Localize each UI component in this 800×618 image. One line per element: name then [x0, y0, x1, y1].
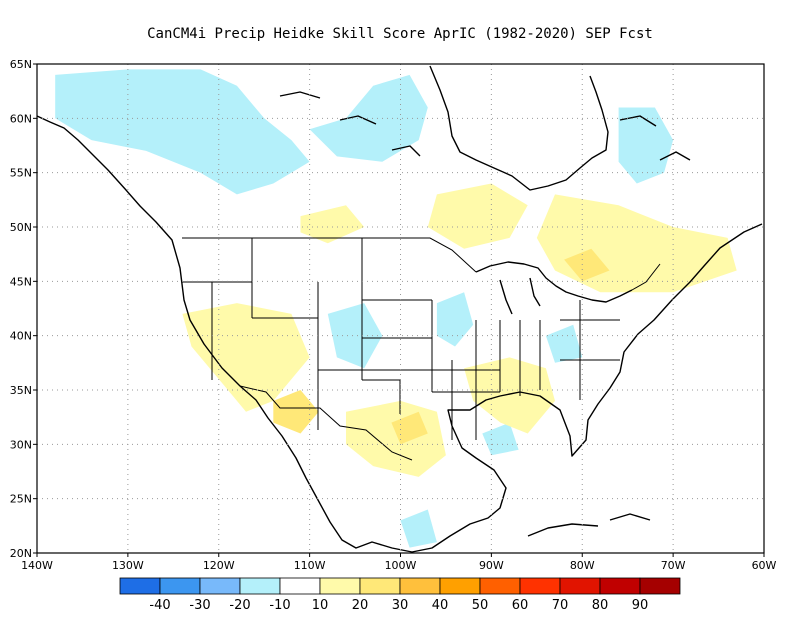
skill-region-13: [182, 303, 310, 412]
colorbar: -40 -30 -20 -10 10 20 30 40 50 60 70 80 90: [119, 577, 681, 613]
lat-tick-label: 65N: [10, 58, 32, 71]
islands-outline: [279, 91, 691, 537]
colorbar-bin: [559, 577, 601, 595]
colorbar-label: 70: [552, 598, 569, 613]
lon-tick-label: 140W: [21, 559, 53, 572]
skill-region-5: [618, 107, 674, 184]
skill-region-7: [327, 303, 383, 369]
colorbar-bin: [159, 577, 201, 595]
coastlines: [36, 65, 763, 553]
lon-tick-label: 110W: [294, 559, 326, 572]
skill-region-17: [273, 390, 319, 434]
skill-region-15: [464, 357, 555, 434]
colorbar-bin: [479, 577, 521, 595]
lat-lon-grid: [37, 64, 764, 553]
lat-tick-label: 50N: [10, 221, 32, 234]
lon-tick-label: 100W: [385, 559, 417, 572]
lat-tick-label: 25N: [10, 493, 32, 506]
lat-tick-label: 45N: [10, 275, 32, 288]
colorbar-bin: [399, 577, 441, 595]
north-america-outline: [36, 115, 763, 553]
lat-tick-label: 35N: [10, 384, 32, 397]
colorbar-bin: [319, 577, 361, 595]
colorbar-bin: [119, 577, 161, 595]
colorbar-label: -30: [189, 598, 210, 613]
colorbar-label: 10: [312, 598, 329, 613]
skill-region-10: [545, 324, 583, 363]
skill-region-11: [427, 183, 528, 249]
colorbar-label: 80: [592, 598, 609, 613]
colorbar-bin: [599, 577, 641, 595]
lat-tick-label: 30N: [10, 438, 32, 451]
colorbar-label: 30: [392, 598, 409, 613]
colorbar-bin: [519, 577, 561, 595]
lon-tick-label: 90W: [479, 559, 504, 572]
skill-region-12: [536, 194, 737, 293]
lon-tick-label: 70W: [661, 559, 686, 572]
lon-tick-label: 60W: [752, 559, 777, 572]
colorbar-bin: [239, 577, 281, 595]
skill-region-19: [564, 248, 610, 282]
map-title: CanCM4i Precip Heidke Skill Score AprIC …: [147, 26, 653, 42]
colorbar-label: 40: [432, 598, 449, 613]
skill-region-6: [436, 292, 474, 347]
lon-tick-label: 130W: [112, 559, 144, 572]
colorbar-label: 60: [512, 598, 529, 613]
colorbar-label: 50: [472, 598, 489, 613]
colorbar-label: 90: [632, 598, 649, 613]
us-canada-border: [182, 237, 661, 291]
skill-score-fills: [55, 69, 737, 548]
colorbar-bin: [359, 577, 401, 595]
axis-ticks: 140W 130W 120W 110W 100W 90W 80W 70W 60W 65N 60N 55…: [10, 58, 777, 572]
colorbar-bin: [199, 577, 241, 595]
us-state-lines: [182, 238, 620, 440]
colorbar-label: -40: [149, 598, 170, 613]
political-borders: [182, 237, 661, 461]
colorbar-bin: [639, 577, 681, 595]
skill-region-14: [346, 400, 446, 477]
skill-region-9: [400, 509, 437, 548]
lon-tick-label: 80W: [570, 559, 595, 572]
colorbar-label: -10: [269, 598, 290, 613]
colorbar-label: -20: [229, 598, 250, 613]
hudson-bay-outline: [429, 65, 609, 191]
lat-tick-label: 60N: [10, 112, 32, 125]
us-mexico-border: [239, 385, 413, 461]
skill-region-8: [482, 422, 519, 456]
colorbar-label: 20: [352, 598, 369, 613]
colorbar-bin: [279, 577, 321, 595]
colorbar-bin: [439, 577, 481, 595]
lat-tick-label: 40N: [10, 330, 32, 343]
skill-region-3: [55, 69, 310, 195]
skill-region-4: [309, 74, 428, 162]
great-lakes-outline: [475, 261, 633, 315]
skill-region-16: [300, 205, 365, 244]
lat-tick-label: 20N: [10, 547, 32, 560]
lat-tick-label: 55N: [10, 167, 32, 180]
lon-tick-label: 120W: [203, 559, 235, 572]
